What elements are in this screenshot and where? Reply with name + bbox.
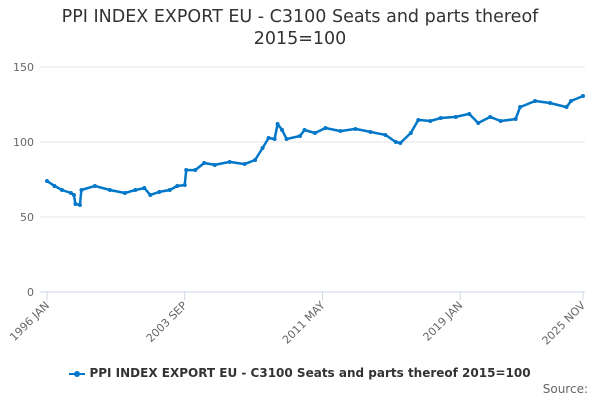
y-tick-label: 100 (13, 136, 34, 149)
legend-label: PPI INDEX EXPORT EU - C3100 Seats and pa… (89, 366, 531, 380)
data-point (438, 116, 443, 120)
data-point (157, 189, 162, 194)
data-point (564, 105, 569, 110)
data-point (73, 201, 78, 206)
data-point (513, 117, 518, 122)
x-tick-label: 2011 MAY (280, 299, 328, 347)
data-point (122, 191, 127, 195)
data-point (488, 114, 493, 119)
data-point (202, 161, 207, 165)
data-point (280, 128, 285, 132)
data-point (275, 122, 280, 126)
data-point (323, 126, 328, 131)
data-point (298, 134, 303, 138)
x-tick-label: 2003 SEP (144, 299, 190, 345)
data-point (59, 188, 64, 192)
data-point (107, 188, 112, 192)
data-point (476, 120, 481, 125)
data-point (52, 183, 57, 188)
data-point (338, 129, 343, 134)
data-point (77, 203, 82, 207)
data-point (227, 159, 232, 164)
data-point (68, 191, 73, 195)
data-point (393, 140, 398, 144)
title-line-2: 2015=100 (253, 29, 347, 49)
data-point (193, 168, 198, 173)
data-point (408, 131, 413, 135)
data-point (428, 119, 433, 123)
series-line (46, 94, 584, 207)
data-point (266, 135, 271, 140)
data-point (453, 114, 458, 119)
data-point (182, 183, 187, 188)
data-point (467, 111, 472, 116)
data-point (242, 162, 247, 167)
data-point (79, 188, 84, 192)
legend-item[interactable]: PPI INDEX EXPORT EU - C3100 Seats and pa… (0, 366, 600, 380)
data-point (313, 131, 317, 135)
data-point (133, 188, 138, 192)
legend-swatch-icon (69, 370, 86, 377)
data-point (284, 137, 289, 141)
data-point (184, 168, 189, 173)
data-point (581, 93, 585, 98)
data-point (260, 146, 265, 150)
data-point (498, 119, 503, 123)
x-tick-label: 2019 JAN (421, 299, 466, 344)
data-point (302, 128, 307, 132)
data-point (45, 179, 49, 183)
data-point (167, 188, 172, 192)
chart-title: PPI INDEX EXPORT EU - C3100 Seats and pa… (0, 6, 600, 50)
data-point (398, 141, 403, 146)
x-tick-label: 2025 NOV (540, 299, 589, 348)
data-point (253, 158, 258, 162)
data-point (212, 162, 217, 167)
data-point (383, 132, 388, 137)
y-tick-label: 150 (13, 61, 34, 74)
data-point (518, 105, 523, 110)
source-label: Source: (542, 382, 588, 396)
y-tick-label: 0 (27, 286, 34, 299)
data-point (71, 192, 76, 197)
data-point (353, 126, 358, 131)
data-point (533, 99, 538, 104)
y-tick-label: 50 (20, 211, 34, 224)
data-point (548, 101, 553, 105)
data-point (416, 117, 421, 122)
data-point (175, 183, 180, 188)
data-point (142, 186, 147, 191)
data-point (272, 137, 277, 141)
data-point (368, 129, 373, 134)
data-point (92, 183, 97, 188)
title-line-1: PPI INDEX EXPORT EU - C3100 Seats and pa… (61, 7, 539, 27)
data-point (569, 99, 574, 104)
x-tick-label: 1996 JAN (7, 299, 52, 344)
data-point (148, 192, 153, 197)
